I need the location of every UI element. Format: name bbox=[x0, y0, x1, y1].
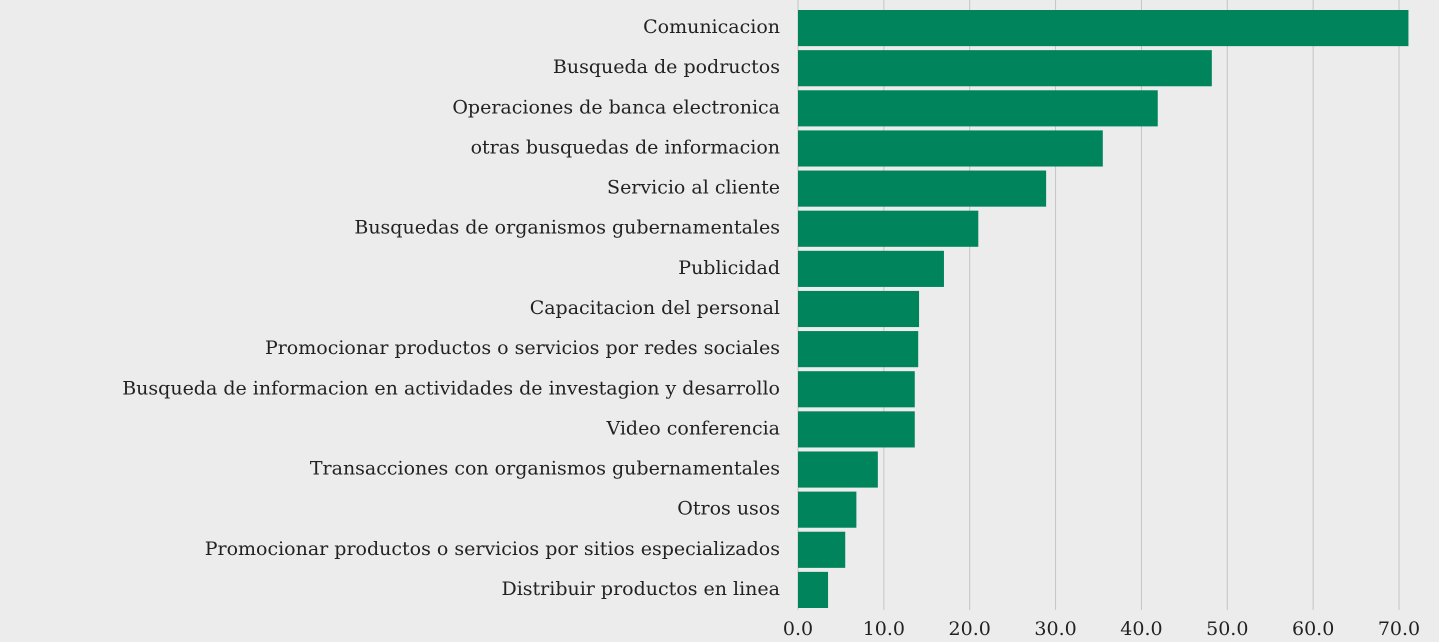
y-tick-label: Busquedas de organismos gubernamentales bbox=[354, 217, 780, 239]
x-tick-label: 60.0 bbox=[1292, 618, 1334, 640]
y-tick-label: Comunicacion bbox=[643, 16, 780, 38]
bar bbox=[798, 491, 857, 528]
y-tick-label: Otros usos bbox=[677, 498, 780, 520]
x-tick-label: 30.0 bbox=[1034, 618, 1076, 640]
bar bbox=[798, 90, 1158, 127]
y-tick-label: Promocionar productos o servicios por re… bbox=[265, 337, 780, 359]
bar bbox=[798, 50, 1212, 87]
x-tick-label: 20.0 bbox=[949, 618, 991, 640]
y-tick-label: Publicidad bbox=[678, 257, 780, 279]
x-tick-label: 50.0 bbox=[1206, 618, 1248, 640]
y-tick-label: Busqueda de informacion en actividades d… bbox=[122, 377, 780, 399]
bar bbox=[798, 210, 979, 247]
bar bbox=[798, 531, 846, 568]
x-tick-label: 70.0 bbox=[1378, 618, 1420, 640]
y-tick-label: Video conferencia bbox=[605, 417, 780, 439]
y-tick-label: Distribuir productos en linea bbox=[501, 578, 780, 600]
bar bbox=[798, 571, 829, 608]
x-tick-label: 10.0 bbox=[863, 618, 905, 640]
y-tick-label: Transacciones con organismos gubernament… bbox=[310, 458, 780, 480]
bar bbox=[798, 250, 944, 287]
bar bbox=[798, 411, 915, 448]
bar bbox=[798, 331, 919, 368]
y-tick-label: Operaciones de banca electronica bbox=[452, 96, 780, 118]
y-tick-label: Busqueda de podructos bbox=[553, 56, 780, 78]
y-tick-label: otras busquedas de informacion bbox=[471, 136, 780, 158]
x-tick-label: 40.0 bbox=[1120, 618, 1162, 640]
bar bbox=[798, 371, 915, 408]
y-tick-label: Capacitacion del personal bbox=[530, 297, 780, 319]
y-tick-label: Promocionar productos o servicios por si… bbox=[205, 538, 780, 560]
bar bbox=[798, 290, 920, 328]
x-tick-label: 0.0 bbox=[783, 618, 813, 640]
bar bbox=[798, 170, 1047, 207]
y-tick-label: Servicio al cliente bbox=[607, 177, 780, 199]
bar bbox=[798, 451, 878, 488]
bar bbox=[798, 130, 1103, 167]
bar bbox=[798, 10, 1409, 47]
